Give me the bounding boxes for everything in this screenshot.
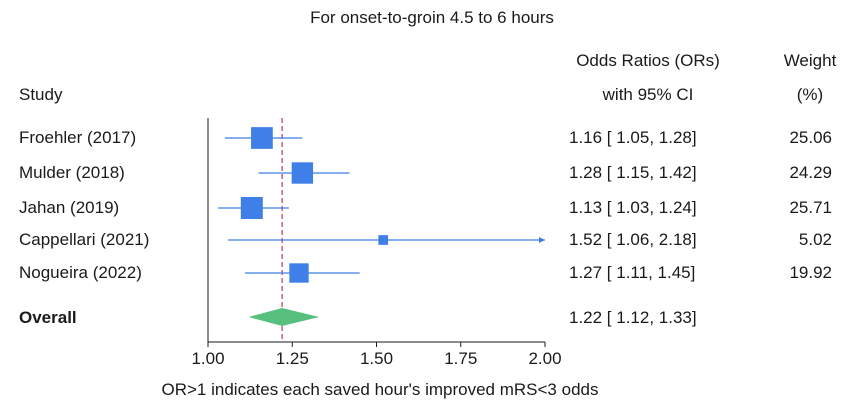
- overall-label: Overall: [19, 308, 77, 327]
- point-estimate-square: [289, 263, 309, 283]
- x-tick-label: 2.00: [528, 349, 561, 368]
- x-axis-ticks: 1.00 1.25 1.50 1.75 2.00: [191, 342, 562, 368]
- ci-arrow: [539, 237, 545, 243]
- point-estimate-square: [251, 127, 273, 149]
- study-name: Froehler (2017): [19, 128, 137, 147]
- study-ci-text: 1.16 [ 1.05, 1.28]: [569, 128, 697, 147]
- x-axis-label: OR>1 indicates each saved hour's improve…: [161, 380, 599, 399]
- study-weight: 5.02: [798, 230, 832, 249]
- point-estimate-square: [378, 235, 389, 245]
- overall-ci-text: 1.22 [ 1.12, 1.33]: [569, 308, 697, 327]
- x-tick-label: 1.50: [360, 349, 393, 368]
- point-estimate-square: [291, 162, 314, 184]
- study-ci-text: 1.27 [ 1.11, 1.45]: [569, 263, 696, 282]
- study-name: Nogueira (2022): [19, 263, 142, 282]
- study-weight: 25.71: [789, 198, 832, 217]
- study-column-header: Study: [19, 85, 63, 104]
- study-ci-text: 1.52 [ 1.06, 2.18]: [569, 230, 697, 249]
- study-marks: [218, 127, 545, 283]
- weight-column-header-line1: Weight: [783, 51, 837, 70]
- study-ci-text: 1.28 [ 1.15, 1.42]: [569, 163, 697, 182]
- x-tick-label: 1.00: [191, 349, 224, 368]
- study-weight: 25.06: [789, 128, 832, 147]
- study-weight: 19.92: [789, 263, 832, 282]
- x-tick-label: 1.25: [276, 349, 309, 368]
- or-column-header-line2: with 95% CI: [602, 85, 694, 104]
- study-name: Jahan (2019): [19, 198, 120, 217]
- weight-column-header-line2: (%): [796, 85, 824, 104]
- study-name: Cappellari (2021): [19, 230, 150, 249]
- study-name: Mulder (2018): [19, 163, 125, 182]
- overall-diamond: [248, 308, 320, 326]
- chart-title: For onset-to-groin 4.5 to 6 hours: [310, 8, 554, 27]
- or-column-header-line1: Odds Ratios (ORs): [576, 51, 720, 70]
- study-weight: 24.29: [789, 163, 832, 182]
- point-estimate-square: [240, 197, 263, 219]
- study-ci-text: 1.13 [ 1.03, 1.24]: [569, 198, 697, 217]
- x-tick-label: 1.75: [444, 349, 477, 368]
